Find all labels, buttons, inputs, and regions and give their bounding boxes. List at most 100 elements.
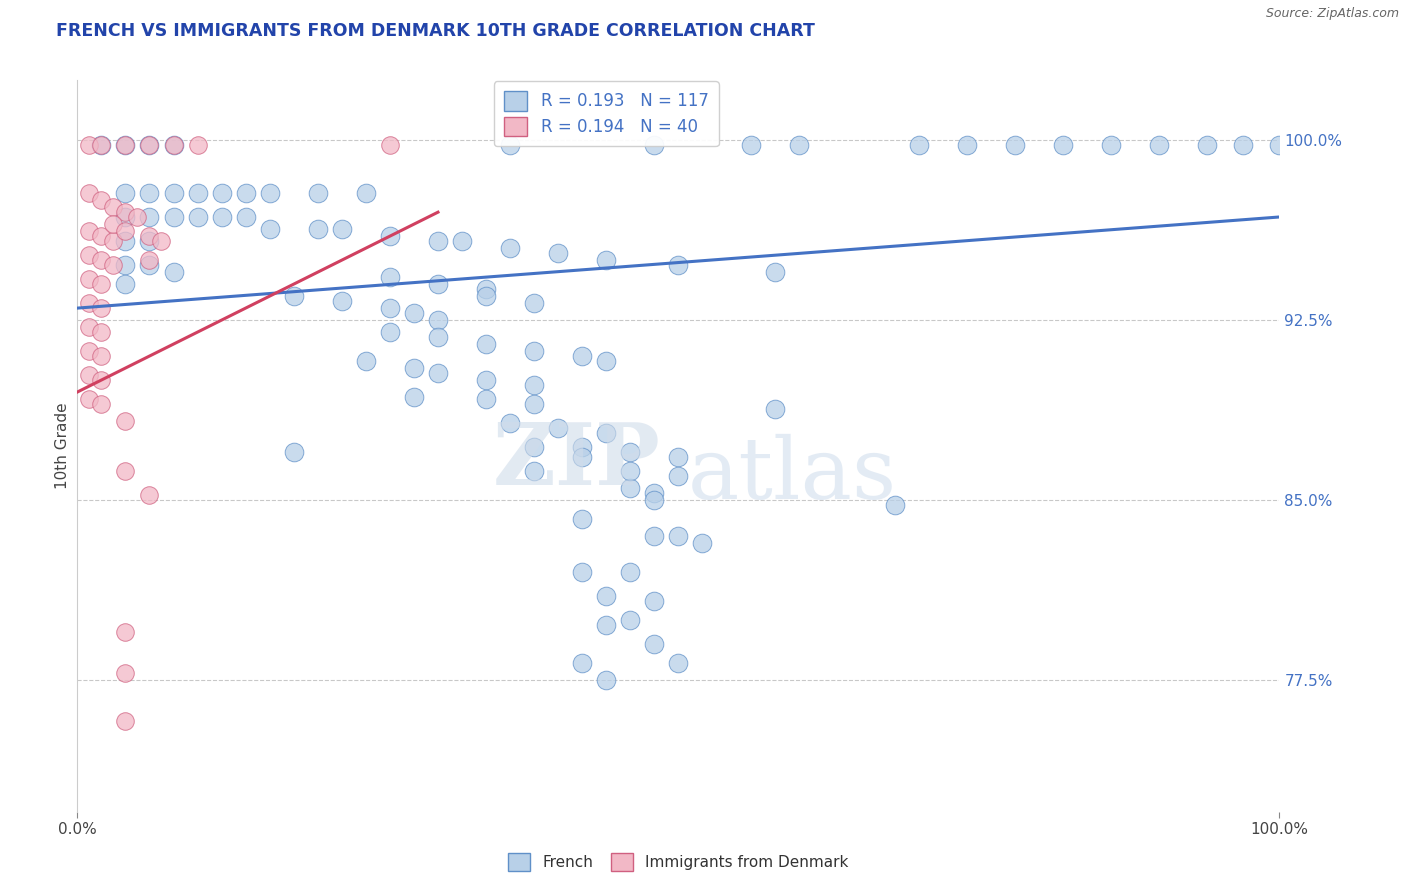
Point (619, 565, 641, 579)
Point (162, 186, 184, 200)
Point (571, 440, 593, 454)
Point (354, 354, 377, 368)
Point (138, 488, 160, 502)
Point (595, 617, 617, 632)
Point (619, 613, 641, 627)
Point (668, 529, 690, 543)
Point (330, 293, 353, 308)
Point (619, 445, 641, 459)
Point (378, 138, 401, 153)
Point (378, 269, 401, 284)
Text: ZIP: ZIP (492, 418, 659, 502)
Point (162, 138, 184, 153)
Point (114, 224, 136, 238)
Point (114, 205, 136, 219)
Point (79, 248, 101, 262)
Point (571, 656, 593, 670)
Point (187, 138, 209, 153)
Point (283, 445, 305, 459)
Point (378, 325, 401, 339)
Point (475, 373, 498, 387)
Point (90, 253, 112, 268)
Point (427, 277, 450, 292)
Point (150, 234, 173, 248)
Point (595, 673, 617, 687)
Point (307, 186, 329, 200)
Point (571, 512, 593, 526)
Point (90, 349, 112, 363)
Point (114, 138, 136, 153)
Point (307, 222, 329, 236)
Point (547, 421, 569, 435)
Point (619, 464, 641, 478)
Point (427, 330, 450, 344)
Point (523, 440, 546, 454)
Point (643, 138, 665, 153)
Point (259, 186, 281, 200)
Point (692, 536, 714, 550)
Point (162, 265, 184, 279)
Point (138, 186, 160, 200)
Point (402, 390, 425, 404)
Point (138, 229, 160, 244)
Point (114, 186, 136, 200)
Point (114, 624, 136, 639)
Point (114, 464, 136, 478)
Point (668, 469, 690, 483)
Point (1004, 138, 1026, 153)
Point (1197, 138, 1219, 153)
Point (475, 282, 498, 296)
Point (668, 450, 690, 464)
Point (90, 301, 112, 315)
Point (162, 138, 184, 153)
Point (523, 377, 546, 392)
Point (668, 656, 690, 670)
Point (643, 529, 665, 543)
Point (883, 498, 905, 512)
Point (211, 186, 233, 200)
Point (114, 277, 136, 292)
Point (523, 344, 546, 359)
Point (103, 234, 125, 248)
Point (90, 397, 112, 411)
Point (259, 222, 281, 236)
Point (643, 485, 665, 500)
Point (138, 210, 160, 224)
Point (103, 200, 125, 214)
Point (79, 368, 101, 383)
Point (187, 186, 209, 200)
Legend: French, Immigrants from Denmark: French, Immigrants from Denmark (502, 847, 855, 877)
Point (90, 229, 112, 244)
Point (427, 313, 450, 327)
Point (103, 258, 125, 272)
Point (90, 138, 112, 153)
Point (235, 210, 257, 224)
Point (908, 138, 931, 153)
Point (283, 289, 305, 303)
Point (235, 186, 257, 200)
Point (1052, 138, 1074, 153)
Point (499, 241, 522, 255)
Point (740, 138, 762, 153)
Point (79, 296, 101, 310)
Point (499, 416, 522, 430)
Text: atlas: atlas (688, 434, 897, 516)
Point (114, 138, 136, 153)
Point (427, 234, 450, 248)
Point (475, 289, 498, 303)
Point (114, 665, 136, 680)
Point (571, 450, 593, 464)
Point (79, 392, 101, 407)
Point (114, 258, 136, 272)
Point (523, 296, 546, 310)
Point (475, 337, 498, 351)
Point (571, 565, 593, 579)
Point (90, 373, 112, 387)
Point (211, 210, 233, 224)
Point (619, 481, 641, 495)
Point (427, 366, 450, 380)
Point (402, 361, 425, 376)
Y-axis label: 10th Grade: 10th Grade (55, 402, 70, 490)
Point (90, 138, 112, 153)
Point (114, 234, 136, 248)
